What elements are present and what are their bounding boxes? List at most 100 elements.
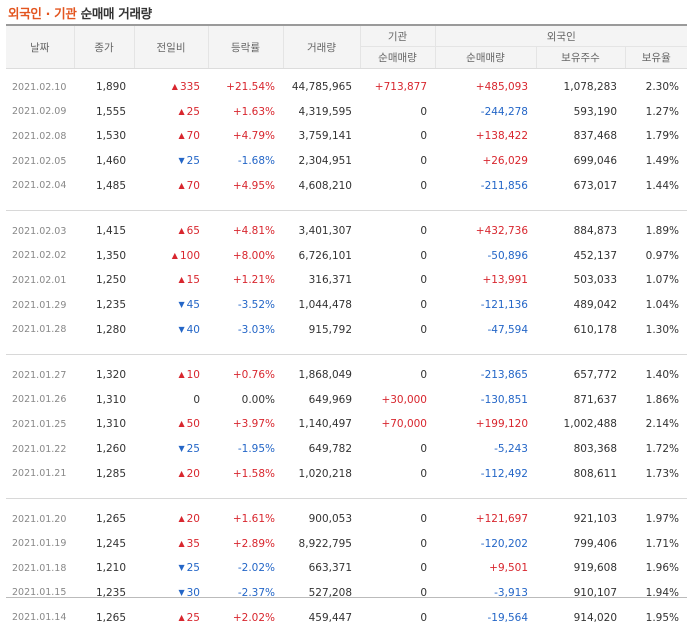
table-row: 2021.01.15 1,235 ▼ 30 -2.37% 527,208 0 -3,913 91… bbox=[6, 581, 687, 606]
cell-foreign-ratio: 1.04% bbox=[645, 299, 679, 312]
cell-change: ▼ 45 bbox=[134, 293, 208, 318]
cell-foreign-net: +121,697 bbox=[475, 513, 528, 526]
col-date: 날짜 bbox=[6, 24, 74, 69]
cell-inst-net: 0 bbox=[420, 130, 427, 143]
cell-change: 0 bbox=[134, 388, 208, 413]
table-row: 2021.01.25 1,310 ▲ 50 +3.97% 1,140,497 +70,000… bbox=[6, 412, 687, 437]
group-separator bbox=[6, 197, 687, 211]
cell-inst-net: 0 bbox=[420, 562, 427, 575]
table-row: 2021.01.14 1,265 ▲ 25 +2.02% 459,447 0 -19,564 9… bbox=[6, 605, 687, 630]
cell-close: 1,260 bbox=[95, 443, 126, 456]
cell-change-value: 70 bbox=[186, 130, 200, 143]
cell-change-value: 335 bbox=[179, 81, 200, 94]
cell-close: 1,530 bbox=[95, 130, 126, 143]
cell-foreign-net: -50,896 bbox=[487, 249, 528, 262]
cell-inst-net: 0 bbox=[420, 611, 427, 624]
cell-foreign-net: -213,865 bbox=[480, 369, 528, 382]
cell-foreign-net: +485,093 bbox=[475, 81, 528, 94]
table-row: 2021.02.09 1,555 ▲ 25 +1.63% 4,319,595 0 -244,2… bbox=[6, 100, 687, 125]
cell-date: 2021.01.15 bbox=[12, 587, 67, 599]
triangle-down-icon: ▼ bbox=[178, 587, 185, 597]
cell-foreign-net: +199,120 bbox=[475, 418, 528, 431]
cell-foreign-hold: 919,608 bbox=[573, 562, 617, 575]
cell-volume: 1,044,478 bbox=[298, 299, 352, 312]
cell-inst-net: +70,000 bbox=[381, 418, 427, 431]
col-group-institution: 기관 bbox=[359, 24, 435, 47]
group-gap bbox=[6, 498, 687, 507]
cell-foreign-net: -120,202 bbox=[480, 537, 528, 550]
cell-close: 1,235 bbox=[95, 586, 126, 599]
table-row: 2021.01.29 1,235 ▼ 45 -3.52% 1,044,478 0 -121,1… bbox=[6, 293, 687, 318]
triangle-up-icon: ▲ bbox=[178, 180, 185, 190]
cell-change: ▼ 25 bbox=[134, 437, 208, 462]
cell-foreign-hold: 803,368 bbox=[573, 443, 617, 456]
table-row: 2021.01.19 1,245 ▲ 35 +2.89% 8,922,795 0 -120,2… bbox=[6, 532, 687, 557]
cell-rate: -1.68% bbox=[237, 155, 275, 168]
cell-close: 1,310 bbox=[95, 418, 126, 431]
table-row: 2021.01.18 1,210 ▼ 25 -2.02% 663,371 0 +9,501 91… bbox=[6, 556, 687, 581]
cell-change: ▲ 25 bbox=[134, 605, 208, 630]
cell-foreign-ratio: 1.79% bbox=[645, 130, 679, 143]
cell-change: ▲ 15 bbox=[134, 268, 208, 293]
cell-date: 2021.01.25 bbox=[12, 418, 67, 430]
cell-foreign-net: -211,856 bbox=[480, 179, 528, 192]
table-row: 2021.02.08 1,530 ▲ 70 +4.79% 3,759,141 0 +138,4… bbox=[6, 124, 687, 149]
group-separator bbox=[6, 485, 687, 499]
cell-foreign-hold: 910,107 bbox=[573, 586, 617, 599]
triangle-down-icon: ▼ bbox=[178, 563, 185, 573]
cell-rate: +21.54% bbox=[226, 81, 275, 94]
triangle-up-icon: ▲ bbox=[178, 370, 185, 380]
cell-rate: +4.95% bbox=[232, 179, 275, 192]
cell-foreign-ratio: 1.89% bbox=[645, 225, 679, 238]
cell-rate: +2.02% bbox=[232, 611, 275, 624]
cell-volume: 649,782 bbox=[308, 443, 352, 456]
cell-date: 2021.02.09 bbox=[12, 106, 67, 118]
cell-close: 1,280 bbox=[95, 323, 126, 336]
cell-change-value: 15 bbox=[186, 274, 200, 287]
table-row: 2021.01.22 1,260 ▼ 25 -1.95% 649,782 0 -5,243 80… bbox=[6, 437, 687, 462]
cell-foreign-net: -244,278 bbox=[480, 105, 528, 118]
col-volume: 거래량 bbox=[282, 24, 360, 69]
col-foreign-hold: 보유주수 bbox=[535, 46, 625, 69]
cell-inst-net: 0 bbox=[420, 225, 427, 238]
cell-foreign-ratio: 1.30% bbox=[645, 323, 679, 336]
group-separator bbox=[6, 341, 687, 355]
cell-rate: -3.03% bbox=[237, 323, 275, 336]
table-row: 2021.02.02 1,350 ▲ 100 +8.00% 6,726,101 0 -50,8… bbox=[6, 244, 687, 269]
cell-date: 2021.02.04 bbox=[12, 180, 67, 192]
cell-date: 2021.01.14 bbox=[12, 612, 67, 624]
cell-foreign-hold: 837,468 bbox=[573, 130, 617, 143]
cell-date: 2021.01.22 bbox=[12, 443, 67, 455]
cell-close: 1,350 bbox=[95, 249, 126, 262]
triangle-up-icon: ▲ bbox=[178, 226, 185, 236]
cell-close: 1,210 bbox=[95, 562, 126, 575]
triangle-up-icon: ▲ bbox=[178, 538, 185, 548]
cell-foreign-ratio: 2.30% bbox=[645, 81, 679, 94]
cell-change: ▲ 70 bbox=[134, 124, 208, 149]
cell-change-value: 20 bbox=[186, 513, 200, 526]
cell-volume: 3,401,307 bbox=[298, 225, 352, 238]
cell-rate: +1.63% bbox=[232, 105, 275, 118]
cell-volume: 6,726,101 bbox=[298, 249, 352, 262]
triangle-down-icon: ▼ bbox=[178, 444, 185, 454]
table-body: 2021.02.10 1,890 ▲ 335 +21.54% 44,785,965 +713… bbox=[6, 69, 687, 630]
cell-rate: -2.02% bbox=[237, 562, 275, 575]
cell-date: 2021.01.19 bbox=[12, 538, 67, 550]
table-row: 2021.01.27 1,320 ▲ 10 +0.76% 1,868,049 0 -213,8… bbox=[6, 363, 687, 388]
cell-change: ▼ 40 bbox=[134, 317, 208, 342]
cell-change: ▲ 70 bbox=[134, 173, 208, 198]
investor-trading-table: 날짜 종가 전일비 등락률 거래량 기관 외국인 순매매량 순매매량 보유주수 … bbox=[6, 24, 687, 630]
cell-volume: 663,371 bbox=[308, 562, 352, 575]
col-group-foreign: 외국인 bbox=[434, 24, 687, 47]
table-row: 2021.02.10 1,890 ▲ 335 +21.54% 44,785,965 +713… bbox=[6, 75, 687, 100]
cell-volume: 1,868,049 bbox=[298, 369, 352, 382]
cell-change-value: 25 bbox=[186, 105, 200, 118]
cell-rate: +3.97% bbox=[232, 418, 275, 431]
cell-volume: 527,208 bbox=[308, 586, 352, 599]
cell-rate: 0.00% bbox=[241, 393, 275, 406]
cell-volume: 8,922,795 bbox=[298, 537, 352, 550]
cell-change: ▲ 35 bbox=[134, 532, 208, 557]
col-close: 종가 bbox=[73, 24, 134, 69]
cell-foreign-hold: 657,772 bbox=[573, 369, 617, 382]
cell-foreign-net: -130,851 bbox=[480, 393, 528, 406]
